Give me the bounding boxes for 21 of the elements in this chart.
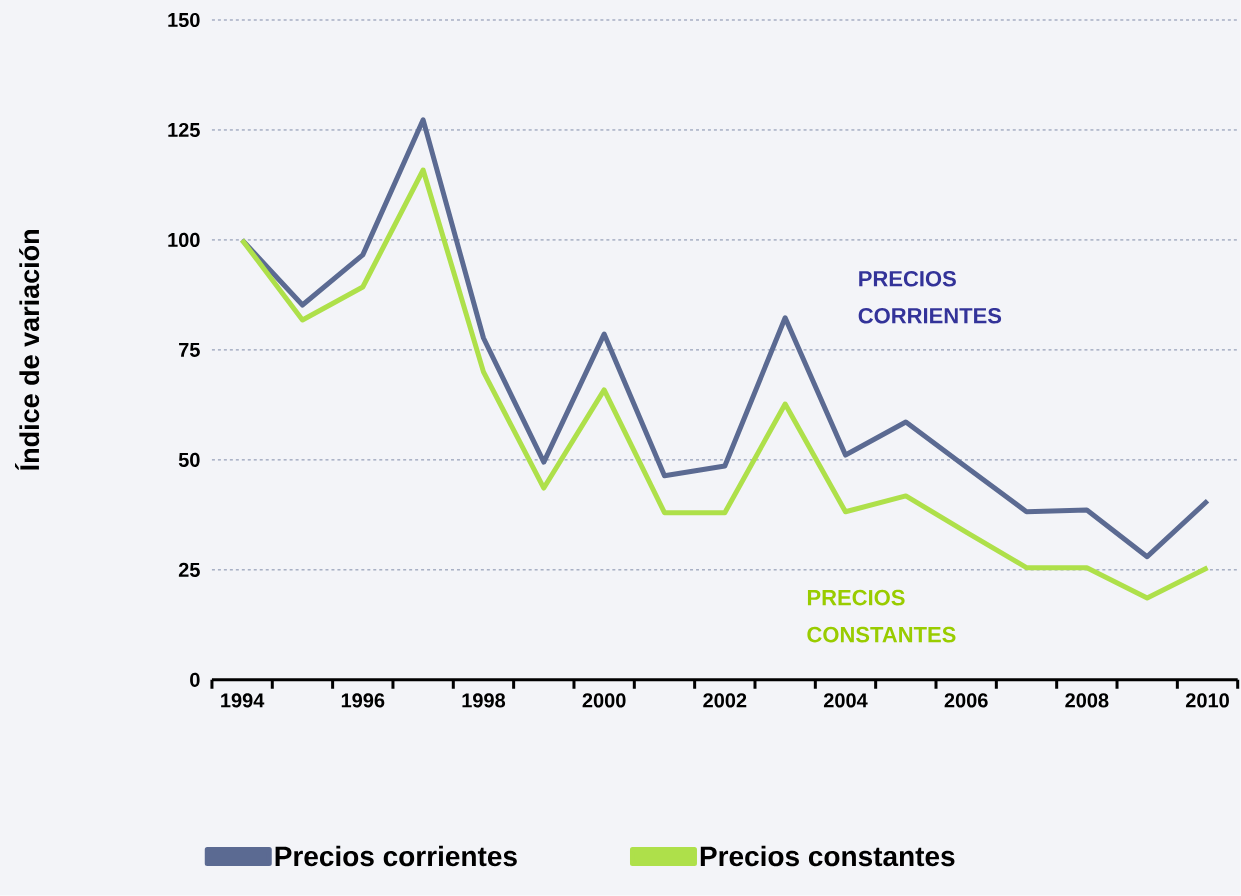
y-tick-label: 25 [178,562,200,578]
x-tick-label: 2000 [582,693,626,708]
x-tick-label: 1994 [221,693,265,708]
x-tick-label: 1996 [341,693,385,708]
y-tick-label: 125 [168,122,200,138]
y-tick-label: 100 [168,232,200,248]
y-tick-label: 75 [179,343,200,357]
x-tick-label: 2008 [1065,693,1109,708]
y-tick-label: 150 [168,13,200,28]
annotation: PRECIOS CONSTANTES [807,589,956,643]
x-tick-label: 2006 [944,693,988,708]
y-tick-label: 50 [178,452,200,468]
x-tick-label: 2002 [703,693,747,708]
annotation: PRECIOS CORRIENTES [858,271,1002,324]
legend-label: Precios corrientes [275,845,517,867]
x-tick-label: 1998 [462,693,506,708]
y-axis-title: Índice de variación [15,230,40,471]
x-tick-label: 2010 [1185,693,1229,708]
legend-label: Precios constantes [700,845,955,867]
y-tick-label: 0 [190,672,200,688]
x-tick-label: 2004 [823,693,868,708]
